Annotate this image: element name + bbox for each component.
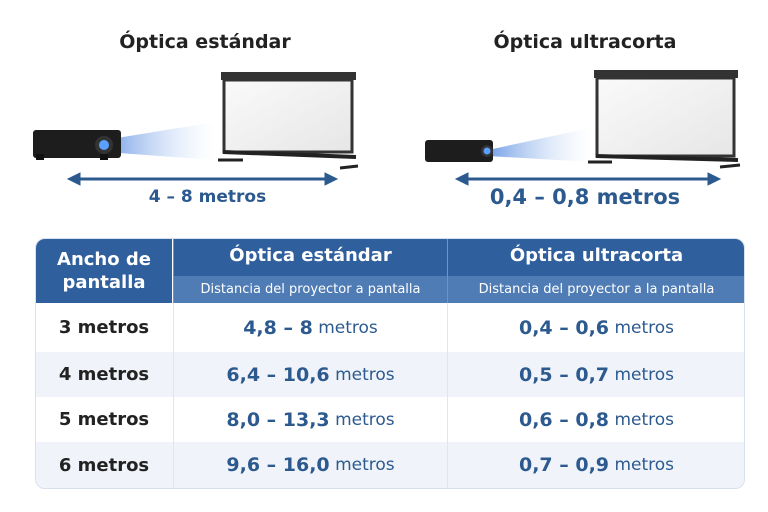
cell-standard: 9,6 – 16,0 metros <box>173 442 447 488</box>
header-standard: Óptica estándar Distancia del proyector … <box>173 239 447 303</box>
ultrashort-value: 0,6 – 0,8 <box>518 408 610 431</box>
standard-projector-icon <box>33 130 121 160</box>
table-row: 3 metros 4,8 – 8 metros 0,4 – 0,6 metros <box>36 303 744 352</box>
table-row: 4 metros 6,4 – 10,6 metros 0,5 – 0,7 met… <box>36 352 744 397</box>
header-ultrashort-sub: Distancia del proyector a la pantalla <box>448 276 744 303</box>
standard-value: 4,8 – 8 <box>243 316 313 339</box>
cell-width: 4 metros <box>58 364 150 385</box>
table-row: 6 metros 9,6 – 16,0 metros 0,7 – 0,9 met… <box>36 442 744 488</box>
header-width: Ancho de pantalla <box>36 239 172 303</box>
cell-standard: 8,0 – 13,3 metros <box>173 397 447 442</box>
header-ultrashort: Óptica ultracorta Distancia del proyecto… <box>447 239 744 303</box>
unit: metros <box>614 455 674 475</box>
standard-value: 9,6 – 16,0 <box>226 454 330 476</box>
cell-ultrashort: 0,7 – 0,9 metros <box>447 442 744 488</box>
cell-standard: 6,4 – 10,6 metros <box>173 352 447 397</box>
cell-width: 6 metros <box>58 454 150 476</box>
header-ultrashort-label: Óptica ultracorta <box>509 245 684 266</box>
unit: metros <box>614 409 674 430</box>
cell-ultrashort: 0,6 – 0,8 metros <box>447 397 744 442</box>
ultrashort-screen <box>588 70 741 169</box>
ultrashort-title: Óptica ultracorta <box>493 31 677 53</box>
standard-distance-arrow <box>66 172 339 186</box>
ultrashort-value: 0,4 – 0,6 <box>518 316 610 339</box>
cell-standard: 4,8 – 8 metros <box>173 303 447 352</box>
standard-title: Óptica estándar <box>119 31 291 53</box>
standard-distance-label: 4 – 8 metros <box>148 187 267 207</box>
standard-value: 6,4 – 10,6 <box>226 363 330 386</box>
distance-table: Ancho de pantalla Óptica estándar Distan… <box>35 238 745 489</box>
cell-ultrashort: 0,4 – 0,6 metros <box>447 303 744 352</box>
unit: metros <box>335 364 395 385</box>
header-standard-label: Óptica estándar <box>229 245 392 266</box>
cell-width: 3 metros <box>58 317 150 338</box>
ultrashort-distance-arrow <box>454 172 722 186</box>
cell-width: 5 metros <box>58 409 150 430</box>
unit: metros <box>614 364 674 385</box>
standard-screen <box>218 72 359 170</box>
standard-value: 8,0 – 13,3 <box>226 408 330 431</box>
ultrashort-projector-icon <box>425 140 493 162</box>
unit: metros <box>335 455 395 475</box>
projection-illustration <box>33 70 741 186</box>
header-width-label: Ancho de pantalla <box>57 249 151 293</box>
ultrashort-distance-label: 0,4 – 0,8 metros <box>489 185 681 209</box>
unit: metros <box>335 409 395 430</box>
cell-ultrashort: 0,5 – 0,7 metros <box>447 352 744 397</box>
ultrashort-value: 0,5 – 0,7 <box>518 363 610 386</box>
unit: metros <box>614 317 674 338</box>
ultrashort-value: 0,7 – 0,9 <box>518 454 610 476</box>
header-standard-sub: Distancia del proyector a pantalla <box>174 276 447 303</box>
table-row: 5 metros 8,0 – 13,3 metros 0,6 – 0,8 met… <box>36 397 744 442</box>
standard-light-beam <box>105 122 215 160</box>
unit: metros <box>318 317 378 338</box>
ultrashort-light-beam <box>488 128 592 162</box>
